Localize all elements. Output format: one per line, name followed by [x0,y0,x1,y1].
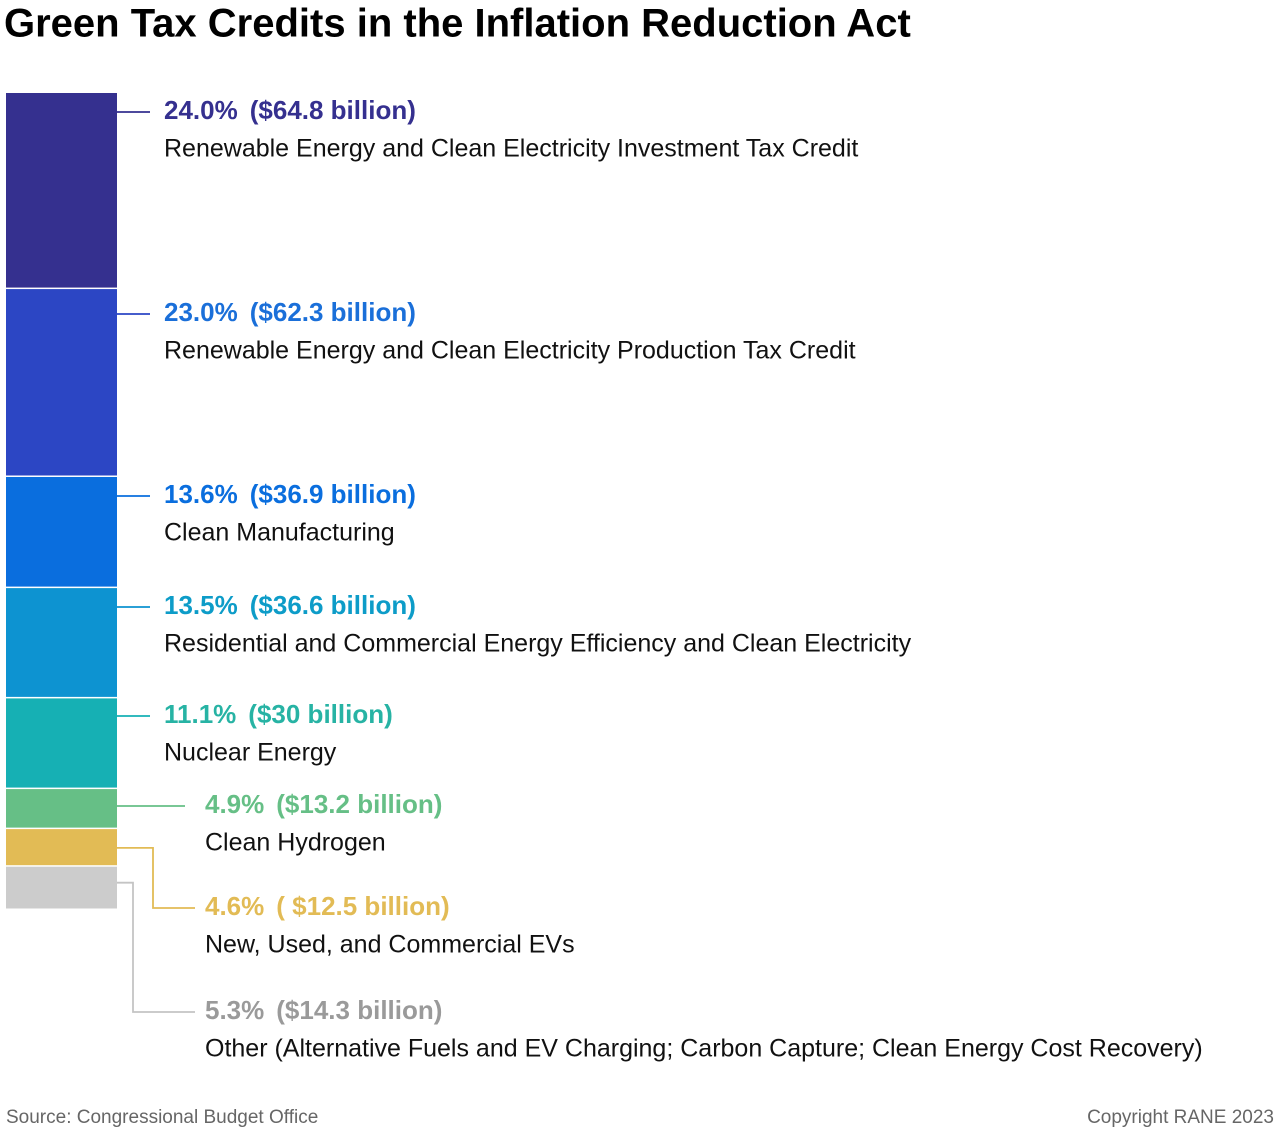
bar-segment [6,93,117,288]
bar-segment [6,289,117,476]
bar-segment [6,588,117,697]
amount: ($14.3 billion) [276,995,442,1025]
value-label: 13.5% ($36.6 billion) [164,590,416,620]
category-label: New, Used, and Commercial EVs [205,931,575,959]
value-label: 5.3% ($14.3 billion) [205,995,442,1025]
chart-title: Green Tax Credits in the Inflation Reduc… [4,2,911,46]
percent: 24.0% [164,95,238,125]
category-label: Other (Alternative Fuels and EV Charging… [205,1035,1203,1063]
connector [117,847,195,909]
amount: ( $12.5 billion) [276,891,449,921]
category-label: Renewable Energy and Clean Electricity I… [164,135,858,163]
percent: 4.6% [205,891,264,921]
value-label: 23.0% ($62.3 billion) [164,297,416,327]
bar-segment [6,789,117,828]
percent: 5.3% [205,995,264,1025]
amount: ($62.3 billion) [250,297,416,327]
percent: 11.1% [164,699,236,729]
category-label: Renewable Energy and Clean Electricity P… [164,337,856,365]
value-label: 11.1% ($30 billion) [164,699,393,729]
value-label: 4.9% ($13.2 billion) [205,789,442,819]
connector [117,881,195,1013]
amount: ($36.9 billion) [250,479,416,509]
percent: 23.0% [164,297,238,327]
value-label: 24.0% ($64.8 billion) [164,95,416,125]
category-label: Residential and Commercial Energy Effici… [164,630,912,658]
amount: ($36.6 billion) [250,590,416,620]
amount: ($13.2 billion) [276,789,442,819]
category-label: Clean Manufacturing [164,519,395,547]
category-label: Clean Hydrogen [205,829,386,857]
value-label: 13.6% ($36.9 billion) [164,479,416,509]
source: Source: Congressional Budget Office [6,1107,318,1128]
copyright: Copyright RANE 2023 [1087,1107,1274,1128]
bar-segment [6,698,117,788]
bar-segment [6,866,117,909]
percent: 4.9% [205,789,264,819]
percent: 13.6% [164,479,238,509]
bar-segment [6,476,117,587]
amount: ($30 billion) [248,699,392,729]
category-label: Nuclear Energy [164,739,337,767]
value-label: 4.6% ( $12.5 billion) [205,891,450,921]
percent: 13.5% [164,590,238,620]
bar-segment [6,829,117,866]
amount: ($64.8 billion) [250,95,416,125]
